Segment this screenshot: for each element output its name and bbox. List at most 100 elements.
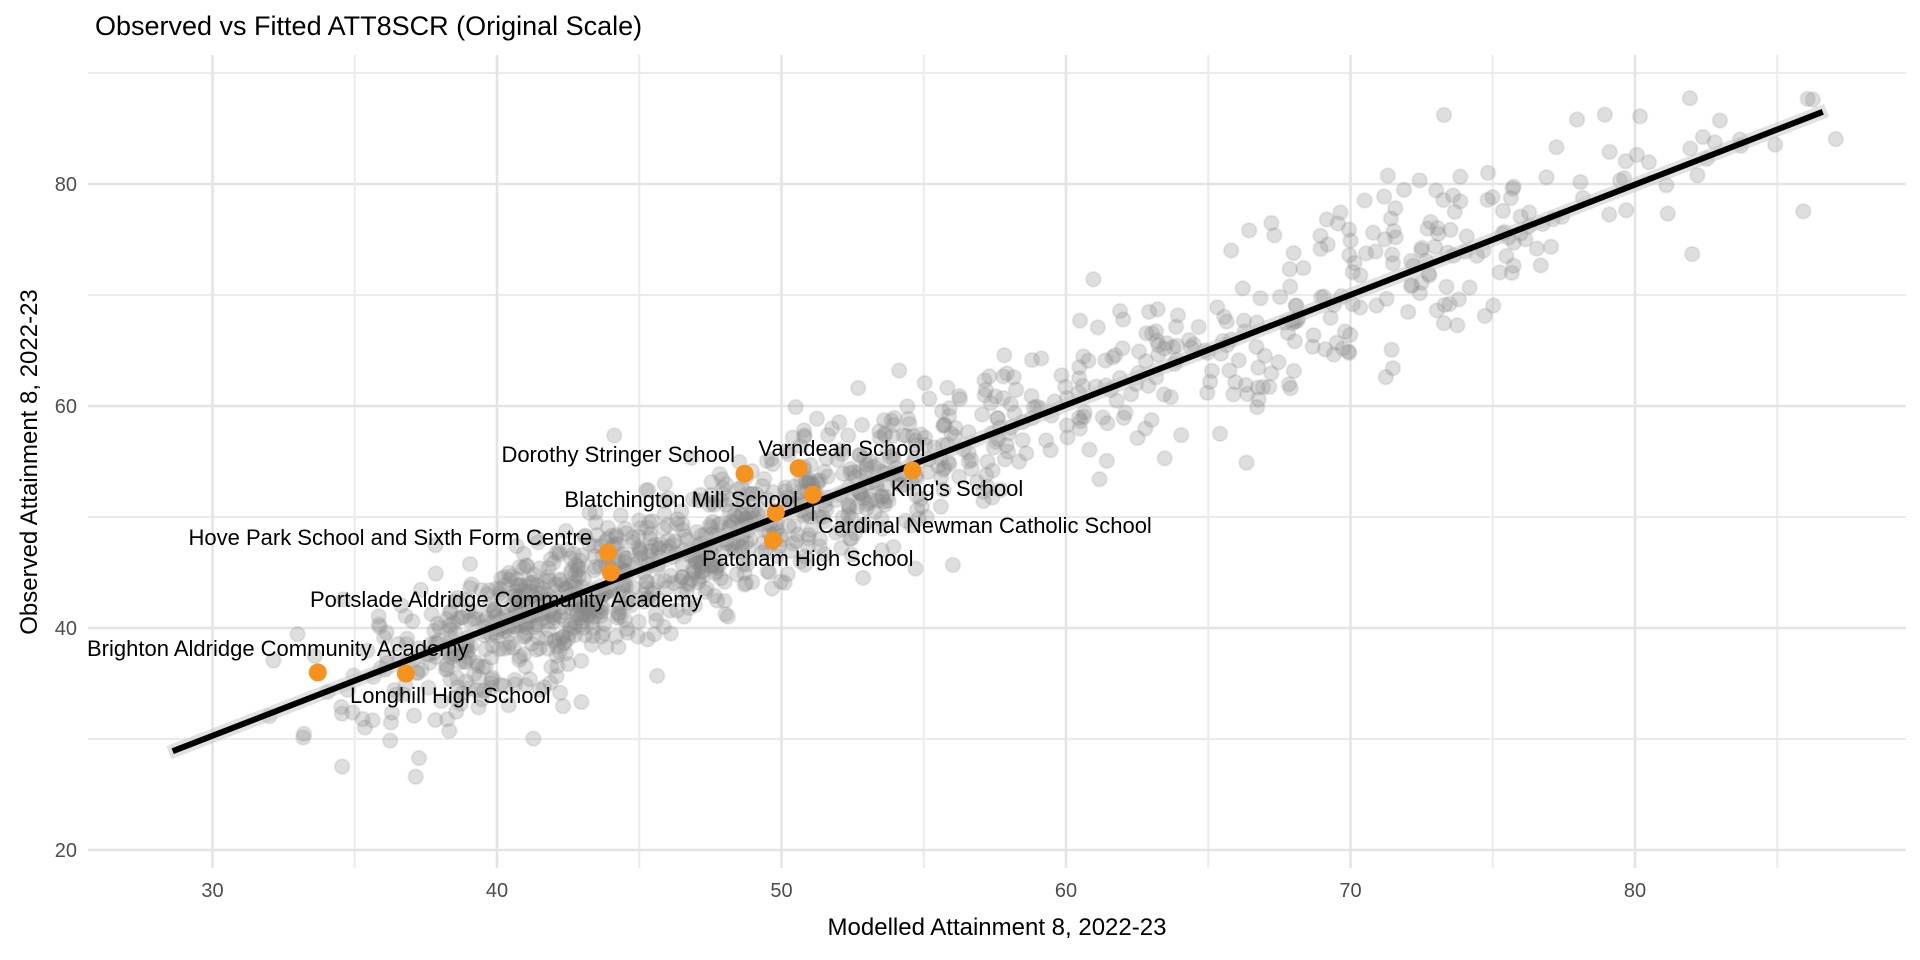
scatter-point — [788, 533, 805, 550]
scatter-point — [598, 639, 615, 656]
scatter-point — [886, 409, 903, 427]
scatter-point — [885, 538, 902, 556]
highlight-point — [396, 664, 415, 683]
scatter-point — [398, 635, 415, 653]
scatter-point — [1334, 340, 1352, 357]
scatter-point — [460, 650, 478, 667]
scatter-point — [622, 597, 640, 614]
scatter-point — [618, 549, 636, 567]
scatter-point — [481, 596, 499, 614]
scatter-point — [483, 649, 500, 666]
scatter-point — [551, 631, 568, 648]
scatter-point — [1413, 239, 1431, 257]
scatter-point — [562, 620, 579, 638]
scatter-point — [659, 516, 677, 534]
scatter-point — [1532, 257, 1550, 274]
scatter-point — [916, 429, 934, 447]
scatter-point — [808, 410, 826, 428]
scatter-point — [819, 426, 837, 444]
scatter-point — [441, 603, 459, 621]
scatter-point — [743, 503, 761, 521]
scatter-point — [1211, 425, 1229, 443]
scatter-point — [1158, 334, 1175, 352]
scatter-point — [702, 486, 720, 504]
scatter-point — [907, 560, 924, 577]
scatter-point — [702, 557, 720, 575]
scatter-point — [977, 466, 995, 484]
scatter-point — [433, 692, 450, 710]
scatter-point — [796, 556, 814, 574]
scatter-point — [816, 545, 833, 563]
scatter-point — [779, 565, 797, 583]
scatter-point — [630, 528, 648, 545]
scatter-point — [951, 390, 969, 408]
scatter-point — [1260, 378, 1278, 396]
scatter-point — [510, 589, 527, 606]
scatter-point — [695, 554, 712, 571]
scatter-point — [685, 564, 702, 582]
scatter-point — [610, 604, 627, 622]
scatter-point — [1384, 359, 1402, 377]
scatter-point — [440, 617, 458, 635]
scatter-point — [680, 576, 697, 593]
scatter-point — [830, 413, 848, 431]
scatter-point — [1413, 242, 1430, 259]
scatter-point — [515, 545, 533, 563]
scatter-point — [745, 501, 763, 519]
scatter-point — [704, 513, 722, 531]
scatter-point — [1430, 225, 1447, 243]
scatter-point — [647, 612, 665, 629]
scatter-point — [559, 655, 577, 673]
scatter-point — [551, 571, 569, 588]
scatter-point — [612, 507, 630, 524]
scatter-point — [861, 452, 879, 470]
scatter-point — [693, 563, 710, 581]
scatter-point — [500, 696, 518, 714]
scatter-point — [576, 527, 594, 545]
scatter-point — [912, 490, 929, 508]
scatter-point — [748, 485, 766, 503]
scatter-point — [1143, 325, 1161, 342]
scatter-point — [1461, 279, 1478, 296]
scatter-point — [585, 620, 602, 637]
scatter-point — [1201, 373, 1219, 391]
school-label: Blatchington Mill School — [564, 487, 798, 512]
scatter-point — [573, 693, 590, 711]
scatter-point — [1108, 392, 1125, 410]
scatter-point — [586, 558, 604, 576]
scatter-point — [697, 583, 714, 601]
scatter-point — [907, 437, 925, 454]
scatter-point — [618, 594, 635, 612]
scatter-point — [686, 596, 704, 614]
scatter-point — [694, 568, 711, 586]
scatter-point — [684, 561, 702, 578]
scatter-point — [539, 613, 557, 630]
scatter-point — [398, 630, 416, 648]
scatter-point — [686, 563, 703, 580]
scatter-point — [744, 485, 762, 503]
scatter-point — [482, 679, 500, 697]
scatter-point — [932, 498, 950, 515]
scatter-point — [1150, 336, 1167, 354]
scatter-point — [1235, 312, 1253, 330]
school-label: Dorothy Stringer School — [501, 442, 735, 467]
scatter-point — [975, 492, 992, 510]
scatter-point — [834, 465, 852, 483]
scatter-point — [648, 667, 666, 685]
scatter-point — [708, 563, 725, 580]
scatter-point — [743, 573, 761, 591]
scatter-point — [908, 487, 925, 505]
scatter-point — [1285, 244, 1302, 262]
scatter-point — [587, 598, 604, 615]
scatter-point — [1502, 189, 1520, 207]
scatter-point — [1340, 221, 1358, 238]
scatter-point — [897, 476, 914, 494]
scatter-point — [1316, 341, 1334, 358]
scatter-point — [1827, 130, 1845, 148]
scatter-point — [1070, 369, 1088, 387]
scatter-point — [501, 634, 519, 652]
scatter-point — [708, 558, 726, 575]
scatter-point — [674, 568, 691, 586]
scatter-point — [918, 508, 935, 526]
scatter-point — [512, 587, 530, 605]
